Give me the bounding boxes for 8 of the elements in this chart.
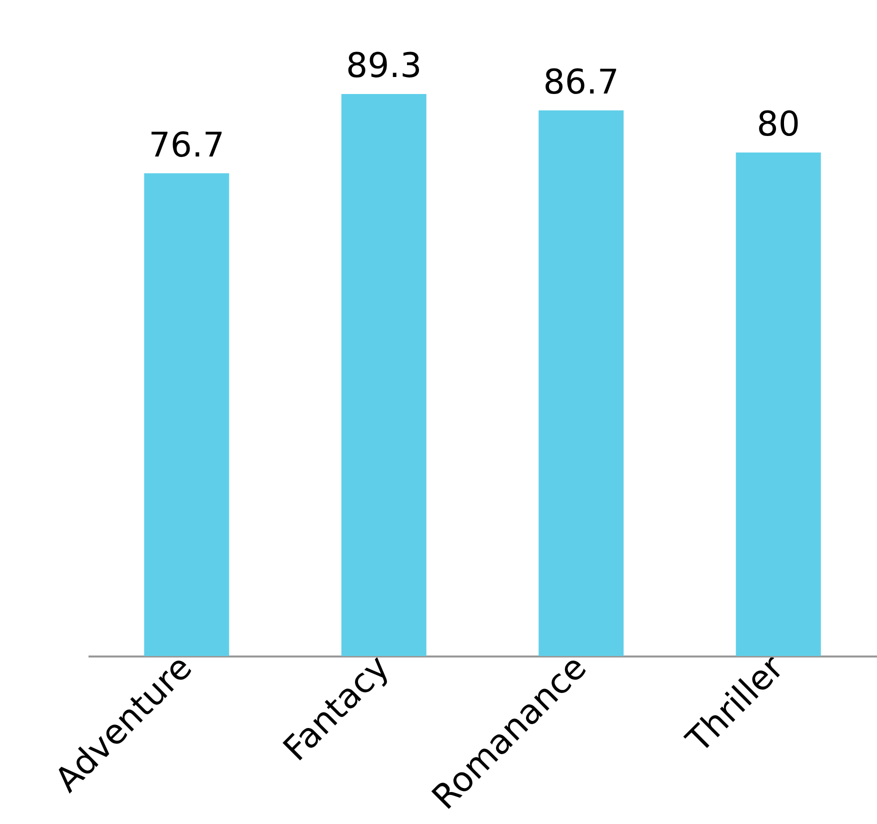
data-label: 80 (756, 104, 800, 145)
data-label: 86.7 (543, 62, 619, 102)
data-label: 76.7 (148, 125, 224, 166)
bar (341, 94, 426, 656)
bar (538, 110, 624, 656)
bar (144, 173, 230, 656)
data-label: 89.3 (346, 46, 422, 86)
bar (736, 152, 821, 656)
